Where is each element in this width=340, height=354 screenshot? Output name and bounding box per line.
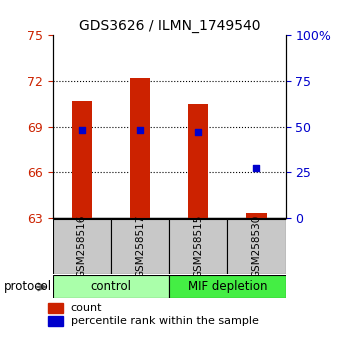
Text: GSM258515: GSM258515 (193, 215, 203, 278)
Bar (246, 213, 267, 218)
Text: control: control (90, 280, 132, 293)
Text: MIF depletion: MIF depletion (188, 280, 267, 293)
Text: GSM258517: GSM258517 (135, 215, 145, 278)
Text: GSM258530: GSM258530 (252, 215, 261, 278)
Bar (188, 104, 208, 218)
Text: GDS3626 / ILMN_1749540: GDS3626 / ILMN_1749540 (79, 19, 261, 34)
Text: protocol: protocol (3, 280, 52, 293)
Bar (130, 78, 150, 218)
Bar (111, 219, 169, 274)
Point (79, 127, 85, 133)
Point (137, 127, 143, 133)
Point (195, 129, 201, 135)
Bar (53, 275, 169, 298)
Point (254, 166, 259, 171)
Text: count: count (71, 303, 102, 313)
Text: GSM258516: GSM258516 (77, 215, 87, 278)
Text: percentile rank within the sample: percentile rank within the sample (71, 316, 258, 326)
Bar (48, 303, 63, 313)
Bar (72, 101, 92, 218)
Bar (227, 219, 286, 274)
Bar (53, 219, 111, 274)
Bar (169, 219, 227, 274)
Bar (48, 316, 63, 326)
Bar (169, 275, 286, 298)
